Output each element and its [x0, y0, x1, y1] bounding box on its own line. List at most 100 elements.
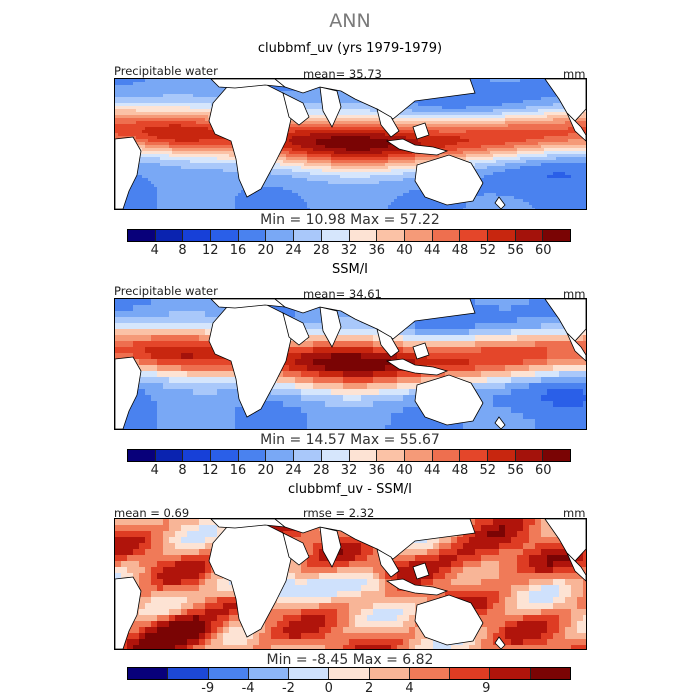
colorbar-swatch	[432, 450, 461, 461]
colorbar-tick-label: 4	[150, 243, 159, 258]
colorbar-swatch	[460, 230, 488, 241]
panel-3-title: clubbmf_uv - SSM/I	[287, 482, 413, 497]
landmass-australia	[414, 594, 484, 646]
colorbar-swatch	[490, 668, 531, 679]
colorbar-swatch	[294, 230, 322, 241]
colorbar-tick-label: -9	[201, 681, 215, 696]
panel-2-mean: mean= 34.61	[303, 287, 382, 301]
colorbar-tick-label: 20	[257, 243, 275, 258]
colorbar-tick-label: 44	[423, 463, 441, 478]
landmass-samerica	[115, 576, 142, 649]
panel-1-colorbar	[127, 229, 571, 242]
colorbar-swatch	[155, 450, 184, 461]
colorbar-tick-label: 32	[340, 243, 358, 258]
colorbar-swatch	[409, 668, 451, 679]
landmass-nz	[494, 416, 506, 429]
panel-3-colorbar-ticks: -9 -4 -2 0 2 4 9	[127, 681, 571, 697]
colorbar-tick-label: 36	[368, 243, 386, 258]
colorbar-swatch	[128, 668, 169, 679]
panel-2-title: SSM/I	[332, 262, 368, 277]
colorbar-tick-label: 36	[368, 463, 386, 478]
colorbar-swatch	[208, 668, 249, 679]
colorbar-swatch	[404, 450, 433, 461]
landmass-arabia	[282, 312, 310, 346]
colorbar-swatch	[460, 450, 488, 461]
colorbar-swatch	[450, 668, 491, 679]
colorbar-tick-label: 52	[479, 463, 497, 478]
colorbar-swatch	[248, 668, 290, 679]
landmass-camerica	[566, 332, 586, 362]
landmass-nz	[494, 636, 506, 649]
colorbar-swatch	[432, 230, 461, 241]
colorbar-tick-label: 20	[257, 463, 275, 478]
figure-title: ANN	[329, 10, 371, 32]
panel-1-colorbar-ticks: 4 8 12 16 20 24 28 32 36 40 44 48 52 56 60	[127, 243, 571, 259]
colorbar-swatch	[183, 450, 212, 461]
colorbar-tick-label: 48	[451, 463, 469, 478]
landmass-borneo	[412, 342, 430, 360]
panel-2-units: mm	[563, 287, 586, 301]
colorbar-swatch	[266, 230, 295, 241]
colorbar-swatch	[211, 450, 239, 461]
landmass-nz	[494, 196, 506, 209]
landmass-india	[319, 526, 342, 568]
colorbar-swatch	[211, 230, 239, 241]
colorbar-swatch	[155, 230, 184, 241]
landmass-europe	[210, 519, 287, 529]
landmass-europe	[210, 79, 287, 89]
landmass-maritime	[385, 358, 449, 376]
landmass-camerica	[566, 552, 586, 582]
colorbar-swatch	[329, 668, 370, 679]
colorbar-tick-label: 28	[312, 243, 330, 258]
panel-1-variable-label: Precipitable water	[114, 64, 218, 78]
landmass-maritime	[385, 578, 449, 596]
colorbar-swatch	[183, 230, 212, 241]
panel-1-minmax: Min = 10.98 Max = 57.22	[260, 212, 440, 228]
colorbar-tick-label: 28	[312, 463, 330, 478]
colorbar-swatch	[321, 230, 350, 241]
colorbar-swatch	[289, 668, 330, 679]
panel-3-colorbar	[127, 667, 571, 680]
landmass-samerica	[115, 136, 142, 209]
landmass-borneo	[412, 562, 430, 580]
landmass-camerica	[566, 112, 586, 142]
landmass-australia	[414, 154, 484, 206]
landmass-arabia	[282, 92, 310, 126]
landmass-seasia	[376, 108, 400, 138]
colorbar-tick-label: 56	[507, 243, 524, 258]
colorbar-swatch	[543, 230, 570, 241]
colorbar-swatch	[238, 230, 267, 241]
colorbar-tick-label: 16	[229, 243, 247, 258]
landmass-seasia	[376, 548, 400, 578]
colorbar-tick-label: 0	[324, 681, 333, 696]
landmass-maritime	[385, 138, 449, 156]
panel-2-colorbar	[127, 449, 571, 462]
panel-1-map	[114, 78, 587, 210]
colorbar-swatch	[377, 450, 405, 461]
colorbar-swatch	[543, 450, 570, 461]
colorbar-tick-label: 8	[178, 243, 187, 258]
colorbar-swatch	[349, 450, 378, 461]
colorbar-tick-label: 60	[534, 243, 552, 258]
panel-3-mean: mean = 0.69	[114, 506, 190, 520]
colorbar-swatch	[515, 230, 544, 241]
colorbar-swatch	[487, 450, 516, 461]
colorbar-tick-label: 32	[340, 463, 358, 478]
landmass-india	[319, 306, 342, 348]
colorbar-swatch	[294, 450, 322, 461]
colorbar-swatch	[369, 668, 410, 679]
colorbar-swatch	[238, 450, 267, 461]
colorbar-tick-label: 56	[507, 463, 524, 478]
colorbar-tick-label: 4	[405, 681, 414, 696]
panel-2-variable-label: Precipitable water	[114, 284, 218, 298]
colorbar-tick-label: -2	[281, 681, 295, 696]
colorbar-swatch	[487, 230, 516, 241]
colorbar-tick-label: 8	[178, 463, 187, 478]
landmass-seasia	[376, 328, 400, 358]
colorbar-tick-label: 24	[285, 463, 302, 478]
colorbar-tick-label: 12	[201, 463, 219, 478]
colorbar-swatch	[404, 230, 433, 241]
landmass-borneo	[412, 122, 430, 140]
colorbar-swatch	[349, 230, 378, 241]
colorbar-tick-label: 16	[229, 463, 247, 478]
